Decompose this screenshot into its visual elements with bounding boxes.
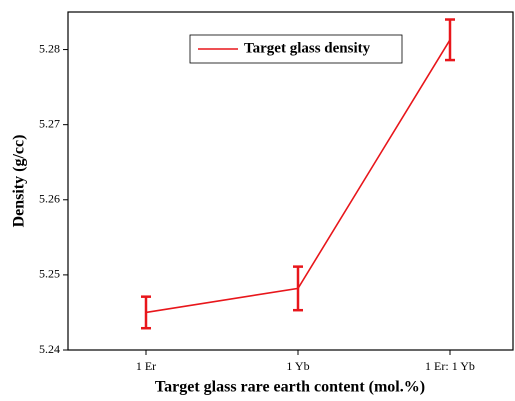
x-tick-label: 1 Er (136, 359, 156, 373)
error-bar (141, 295, 151, 330)
error-bar (445, 18, 455, 62)
y-axis-label: Density (g/cc) (11, 135, 28, 228)
y-tick-label: 5.27 (39, 116, 60, 130)
x-tick-label: 1 Er: 1 Yb (425, 359, 475, 373)
y-tick-label: 5.28 (39, 41, 60, 55)
x-tick-label: 1 Yb (286, 359, 309, 373)
x-axis-label: Target glass rare earth content (mol.%) (155, 379, 425, 396)
y-tick-label: 5.26 (39, 192, 60, 206)
y-tick-label: 5.25 (39, 267, 60, 281)
plot-frame (67, 11, 514, 351)
error-bar (293, 265, 303, 312)
legend-label: Target glass density (244, 40, 371, 56)
y-tick-label: 5.24 (39, 342, 60, 356)
